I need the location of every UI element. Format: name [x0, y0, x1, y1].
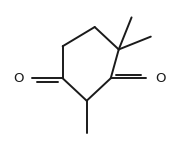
Text: O: O [155, 72, 165, 85]
Text: O: O [13, 72, 23, 85]
